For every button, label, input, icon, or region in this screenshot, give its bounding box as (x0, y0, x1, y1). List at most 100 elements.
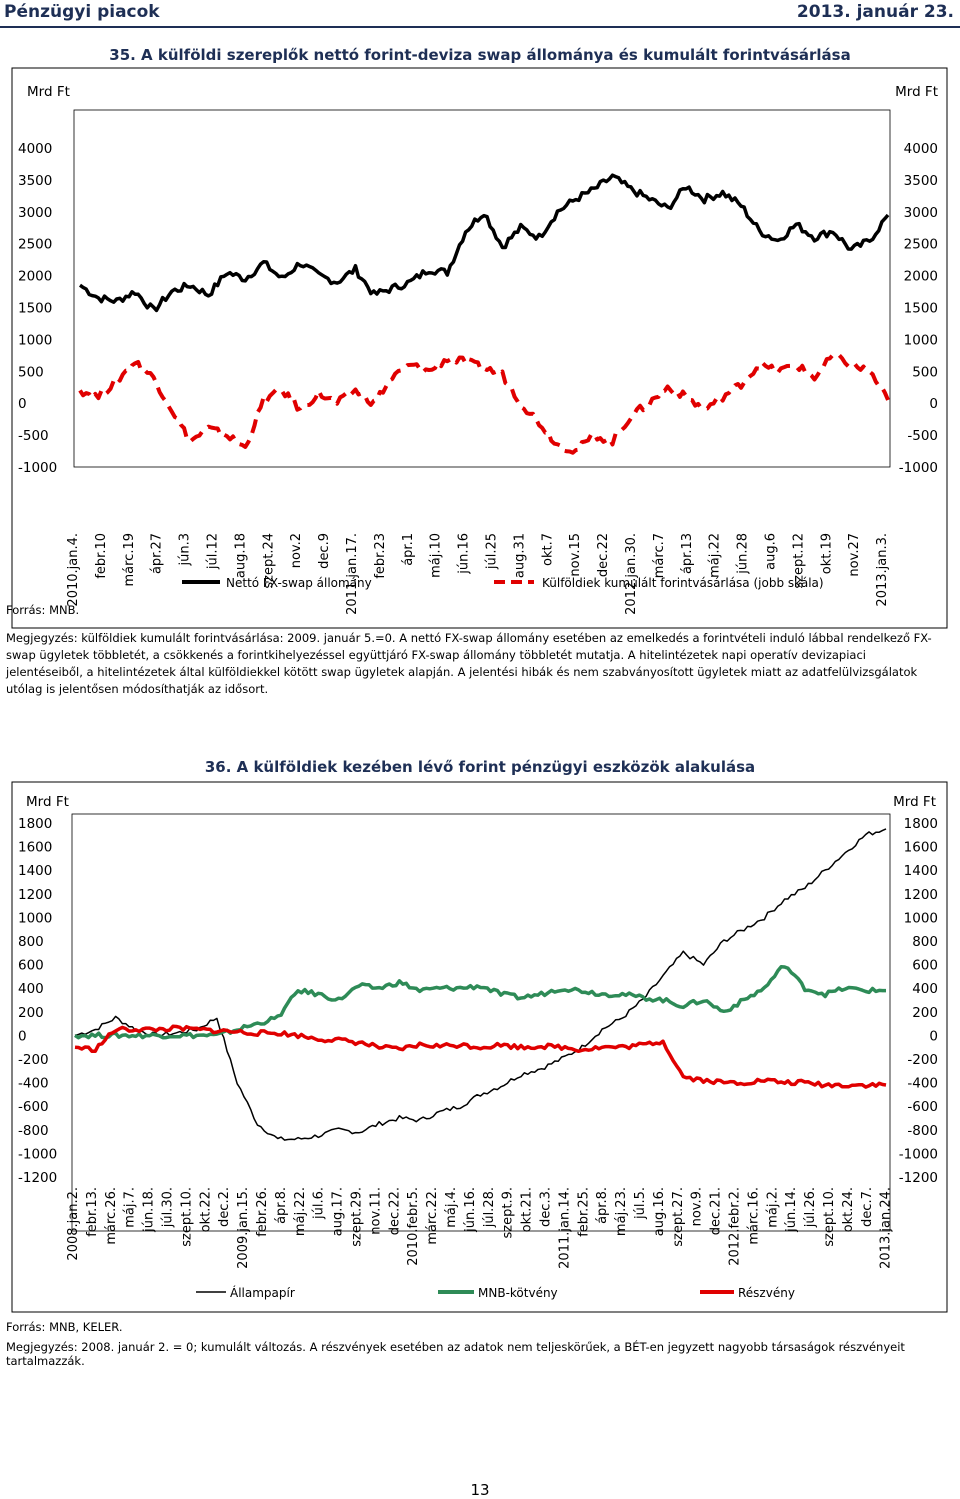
chart-36: 36. A külföldiek kezében lévő forint pén… (11, 758, 948, 1313)
c1-left-tick: 2000 (18, 269, 52, 285)
chart-35-series (78, 173, 890, 455)
chart-35-note: Megjegyzés: külföldiek kumulált forintvá… (6, 631, 932, 696)
c2-x-tick: dec.22. (387, 1187, 402, 1235)
c1-x-tick: nov.27 (847, 533, 862, 577)
c1-x-tick: júl.25 (485, 533, 500, 570)
c2-x-tick: máj.23. (614, 1187, 629, 1236)
c2-right-tick: -1000 (899, 1146, 938, 1162)
c2-left-tick: 200 (18, 1005, 44, 1021)
c2-x-tick: szept.27. (671, 1187, 686, 1247)
c1-x-tick: dec.9 (317, 533, 332, 569)
c2-series-1-line (74, 965, 886, 1040)
c1-x-tick: ápr.1 (401, 533, 416, 566)
c2-x-tick: okt.22. (198, 1187, 213, 1232)
c1-x-tick: márc.7 (652, 533, 667, 578)
legend-mnb-label: MNB-kötvény (478, 1286, 558, 1300)
c1-right-tick: 3500 (904, 173, 938, 189)
c1-right-tick: 1500 (904, 301, 938, 317)
chart-36-note: Megjegyzés: 2008. január 2. = 0; kumulál… (6, 1340, 905, 1368)
c1-left-tick: -1000 (18, 460, 57, 476)
c2-x-tick: júl.26. (803, 1187, 818, 1228)
c2-x-tick: jún.16. (463, 1187, 478, 1233)
c1-x-tick: nov.15 (568, 533, 583, 577)
chart-35-x-axis: 2010.jan.4. febr.10 márc.19 ápr.27 jún.3 júl.… (66, 533, 890, 615)
c2-right-tick: 1400 (904, 863, 938, 879)
chart-36-right-axis: 1800 1600 1400 1200 1000 800 600 400 200 0 -200 -40… (899, 816, 938, 1186)
c2-right-tick: 1200 (904, 887, 938, 903)
c1-left-tick: 1000 (18, 332, 52, 348)
chart-36-left-unit: Mrd Ft (26, 794, 69, 810)
c1-left-tick: 3000 (18, 205, 52, 221)
c1-x-tick: márc.19 (122, 533, 137, 587)
c2-x-tick: febr.25. (576, 1187, 591, 1237)
c1-left-tick: 3500 (18, 173, 52, 189)
c2-x-tick: márc.22. (425, 1187, 440, 1245)
c1-x-tick: 2012.jan.30. (624, 533, 639, 615)
c2-right-tick: 1000 (904, 910, 938, 926)
c1-x-tick: okt.7 (540, 533, 555, 566)
c2-x-tick: 2011.jan.14. (557, 1187, 572, 1269)
c2-x-tick: dec.3. (539, 1187, 554, 1227)
c1-x-tick: szept.24 (261, 533, 276, 589)
c2-right-tick: -400 (907, 1076, 938, 1092)
c2-x-tick: aug.17. (331, 1187, 346, 1236)
c1-x-tick: nov.2 (289, 533, 304, 568)
report-date: 2013. január 23. (796, 2, 954, 22)
c2-x-tick: máj.22. (293, 1187, 308, 1236)
c2-left-tick: 1200 (18, 887, 52, 903)
chart-35-right-axis: 4000 3500 3000 2500 2000 1500 1000 500 0 -500 -100… (899, 141, 938, 476)
chart-35-left-unit: Mrd Ft (27, 84, 70, 100)
c1-x-tick: jún.3 (178, 533, 193, 567)
c2-left-tick: -200 (18, 1052, 49, 1068)
c2-left-tick: -1000 (18, 1146, 57, 1162)
c1-left-tick: 500 (18, 364, 44, 380)
legend-swap-label: Nettó FX-swap állomány (226, 576, 372, 590)
c2-x-tick: 2010.febr.5. (406, 1187, 421, 1266)
c2-x-tick: jún.18. (142, 1187, 157, 1233)
c1-x-tick: máj.10 (429, 533, 444, 578)
c2-x-tick: dec.21. (709, 1187, 724, 1235)
c2-right-tick: 0 (929, 1028, 938, 1044)
c1-x-tick: 2010.jan.4. (66, 533, 81, 607)
c2-x-tick: márc.26. (104, 1187, 119, 1245)
chart-35-plot-area (73, 109, 891, 468)
chart-35: 35. A külföldi szereplők nettó forint-de… (11, 46, 948, 629)
c2-x-tick: júl.30. (161, 1187, 176, 1228)
c1-x-tick: okt.19 (819, 533, 834, 574)
c2-right-tick: 600 (912, 958, 938, 974)
c1-right-tick: 2000 (904, 269, 938, 285)
c2-right-tick: 1600 (904, 840, 938, 856)
c1-x-tick: aug.31 (512, 533, 527, 578)
c1-x-tick: ápr.13 (680, 533, 695, 574)
legend-purchase-label: Külföldiek kumulált forintvásárlása (job… (542, 576, 824, 590)
chart-36-source: Forrás: MNB, KELER. (6, 1320, 123, 1334)
chart-36-right-unit: Mrd Ft (893, 794, 936, 810)
c2-left-tick: 1000 (18, 910, 52, 926)
c2-x-tick: ápr.8. (274, 1187, 289, 1224)
c1-left-tick: 2500 (18, 237, 52, 253)
c2-x-tick: aug.16. (652, 1187, 667, 1236)
chart-36-plot-area (71, 813, 891, 1232)
c2-x-tick: ápr.8. (595, 1187, 610, 1224)
c2-x-tick: okt.21. (520, 1187, 535, 1232)
c2-x-tick: febr.26. (255, 1187, 270, 1237)
page-number: 13 (470, 1481, 490, 1499)
chart-35-title: 35. A külföldi szereplők nettó forint-de… (109, 46, 850, 64)
c2-left-tick: 400 (18, 981, 44, 997)
c1-x-tick: 2011.jan.17. (345, 533, 360, 615)
c2-right-tick: -800 (907, 1123, 938, 1139)
c1-right-tick: 0 (929, 396, 938, 412)
c2-x-tick: 2009.jan.15. (236, 1187, 251, 1269)
c2-left-tick: 1800 (18, 816, 52, 832)
c2-left-tick: 600 (18, 958, 44, 974)
c2-x-tick: máj.2. (765, 1187, 780, 1228)
chart-35-legend: Nettó FX-swap állomány Külföldiek kumulá… (182, 576, 824, 590)
c2-series-2-line (74, 1024, 887, 1089)
c1-x-tick: ápr.27 (150, 533, 165, 574)
c1-right-tick: 500 (912, 364, 938, 380)
c2-right-tick: 1800 (904, 816, 938, 832)
c2-x-tick: febr.13. (85, 1187, 100, 1237)
chart-35-frame (11, 67, 948, 629)
c2-x-tick: szept.10. (179, 1187, 194, 1247)
c2-left-tick: -400 (18, 1076, 49, 1092)
